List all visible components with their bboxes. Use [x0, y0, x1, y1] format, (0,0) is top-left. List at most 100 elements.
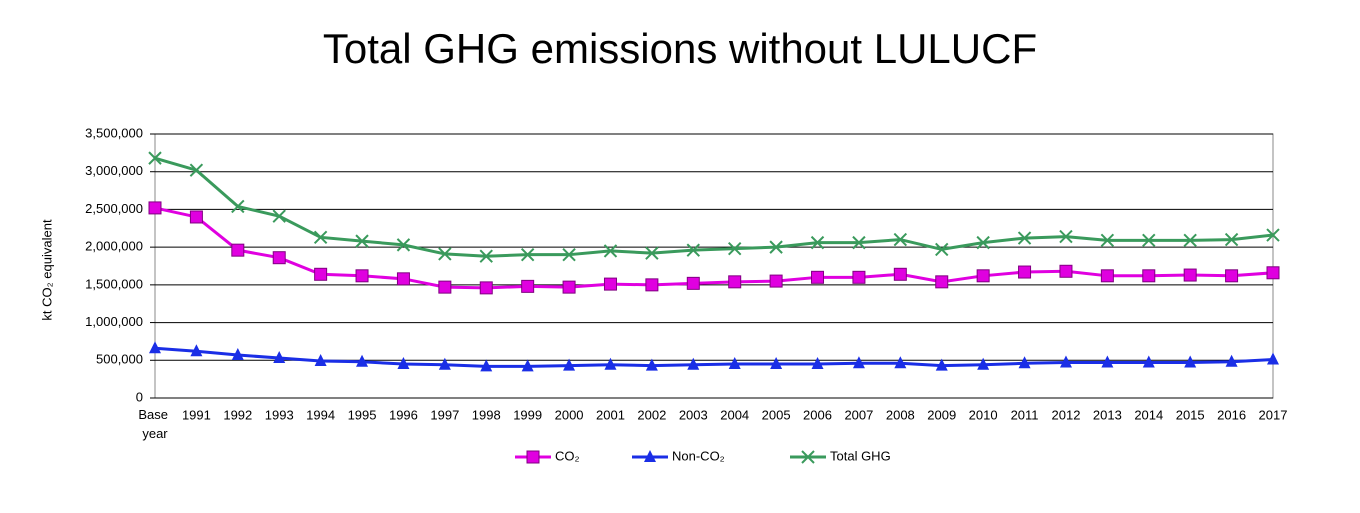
x-tick-label: 1999	[513, 407, 542, 422]
x-tick-label: 1996	[389, 407, 418, 422]
marker	[769, 274, 783, 288]
legend-label: Non-CO₂	[672, 448, 725, 463]
marker	[396, 238, 411, 252]
marker	[770, 357, 783, 370]
marker	[149, 341, 161, 354]
marker	[893, 267, 907, 281]
series-line	[154, 156, 1274, 258]
marker	[189, 210, 203, 224]
series-line	[154, 346, 1274, 368]
marker	[810, 235, 825, 250]
marker	[272, 251, 286, 265]
marker	[1142, 355, 1155, 368]
marker	[563, 358, 576, 371]
x-tick-label: 2011	[1011, 407, 1039, 422]
marker	[231, 199, 245, 214]
chart-title: Total GHG emissions without LULUCF	[323, 25, 1037, 72]
marker	[976, 269, 990, 283]
marker	[1018, 356, 1031, 369]
marker	[1059, 264, 1073, 278]
marker	[479, 249, 493, 263]
marker	[728, 275, 742, 289]
x-tick-label: 2014	[1134, 407, 1163, 422]
y-tick-label: 500,000	[96, 352, 143, 367]
series-line	[154, 206, 1274, 290]
marker	[1266, 228, 1280, 242]
marker	[935, 242, 949, 257]
marker	[1100, 269, 1114, 283]
marker	[438, 247, 452, 261]
marker	[562, 280, 576, 294]
x-tick-label: 2002	[637, 407, 666, 422]
marker	[894, 356, 907, 369]
x-tick-label: 2007	[844, 407, 873, 422]
legend-marker	[526, 450, 540, 464]
marker	[645, 358, 658, 371]
y-tick-label: 1,500,000	[85, 276, 143, 291]
marker	[148, 151, 162, 165]
marker	[769, 240, 783, 254]
marker	[687, 357, 700, 370]
marker	[686, 276, 700, 290]
marker	[645, 278, 659, 292]
x-tick-label: 1991	[182, 407, 211, 422]
marker	[313, 230, 328, 245]
marker	[976, 235, 990, 250]
legend-marker	[801, 450, 815, 464]
x-tick-label: 2001	[596, 407, 625, 422]
marker	[1184, 355, 1197, 368]
x-tick-label: 2000	[555, 407, 584, 422]
marker	[1101, 355, 1114, 368]
marker	[1059, 229, 1073, 244]
y-tick-label: 1,000,000	[85, 314, 143, 329]
marker	[355, 234, 369, 248]
x-tick-label: 2008	[886, 407, 915, 422]
x-tick-label: 2006	[803, 407, 832, 422]
marker	[1059, 355, 1072, 368]
x-tick-label: 2016	[1217, 407, 1246, 422]
x-tick-label: 2010	[969, 407, 998, 422]
y-tick-label: 2,500,000	[85, 201, 143, 216]
legend-item: Non-CO₂	[632, 448, 725, 463]
marker	[1142, 269, 1156, 283]
y-tick-label: 2,000,000	[85, 239, 143, 254]
marker	[1100, 233, 1115, 248]
marker	[727, 241, 742, 256]
x-tick-label: 2004	[720, 407, 749, 422]
x-tick-label: 2003	[679, 407, 708, 422]
marker	[1224, 232, 1239, 247]
marker	[1142, 233, 1156, 248]
x-tick-label: 2013	[1093, 407, 1122, 422]
marker	[1018, 265, 1032, 279]
marker	[645, 246, 659, 260]
marker	[1183, 268, 1197, 282]
marker	[190, 344, 203, 357]
marker	[397, 357, 410, 370]
marker	[355, 269, 369, 283]
marker	[604, 357, 617, 370]
x-tick-label: 1994	[306, 407, 335, 422]
marker	[977, 357, 990, 370]
marker	[852, 235, 866, 250]
marker	[521, 359, 534, 372]
marker	[189, 163, 204, 177]
marker	[728, 357, 741, 370]
legend-item: CO₂	[515, 448, 580, 464]
legend-item: Total GHG	[790, 448, 891, 464]
y-axis-label: kt CO₂ equivalent	[39, 219, 54, 321]
marker	[893, 232, 908, 247]
x-tick-label: 1995	[348, 407, 377, 422]
marker	[231, 348, 244, 361]
x-tick-label: 2012	[1052, 407, 1081, 422]
marker	[479, 281, 493, 295]
marker	[562, 247, 576, 262]
legend-label: CO₂	[555, 448, 580, 463]
marker	[438, 357, 451, 370]
marker	[314, 267, 328, 281]
marker	[603, 244, 618, 258]
x-tick-label: 1998	[472, 407, 501, 422]
marker	[1267, 352, 1279, 365]
x-tick-label: 1997	[430, 407, 459, 422]
marker	[356, 354, 369, 367]
